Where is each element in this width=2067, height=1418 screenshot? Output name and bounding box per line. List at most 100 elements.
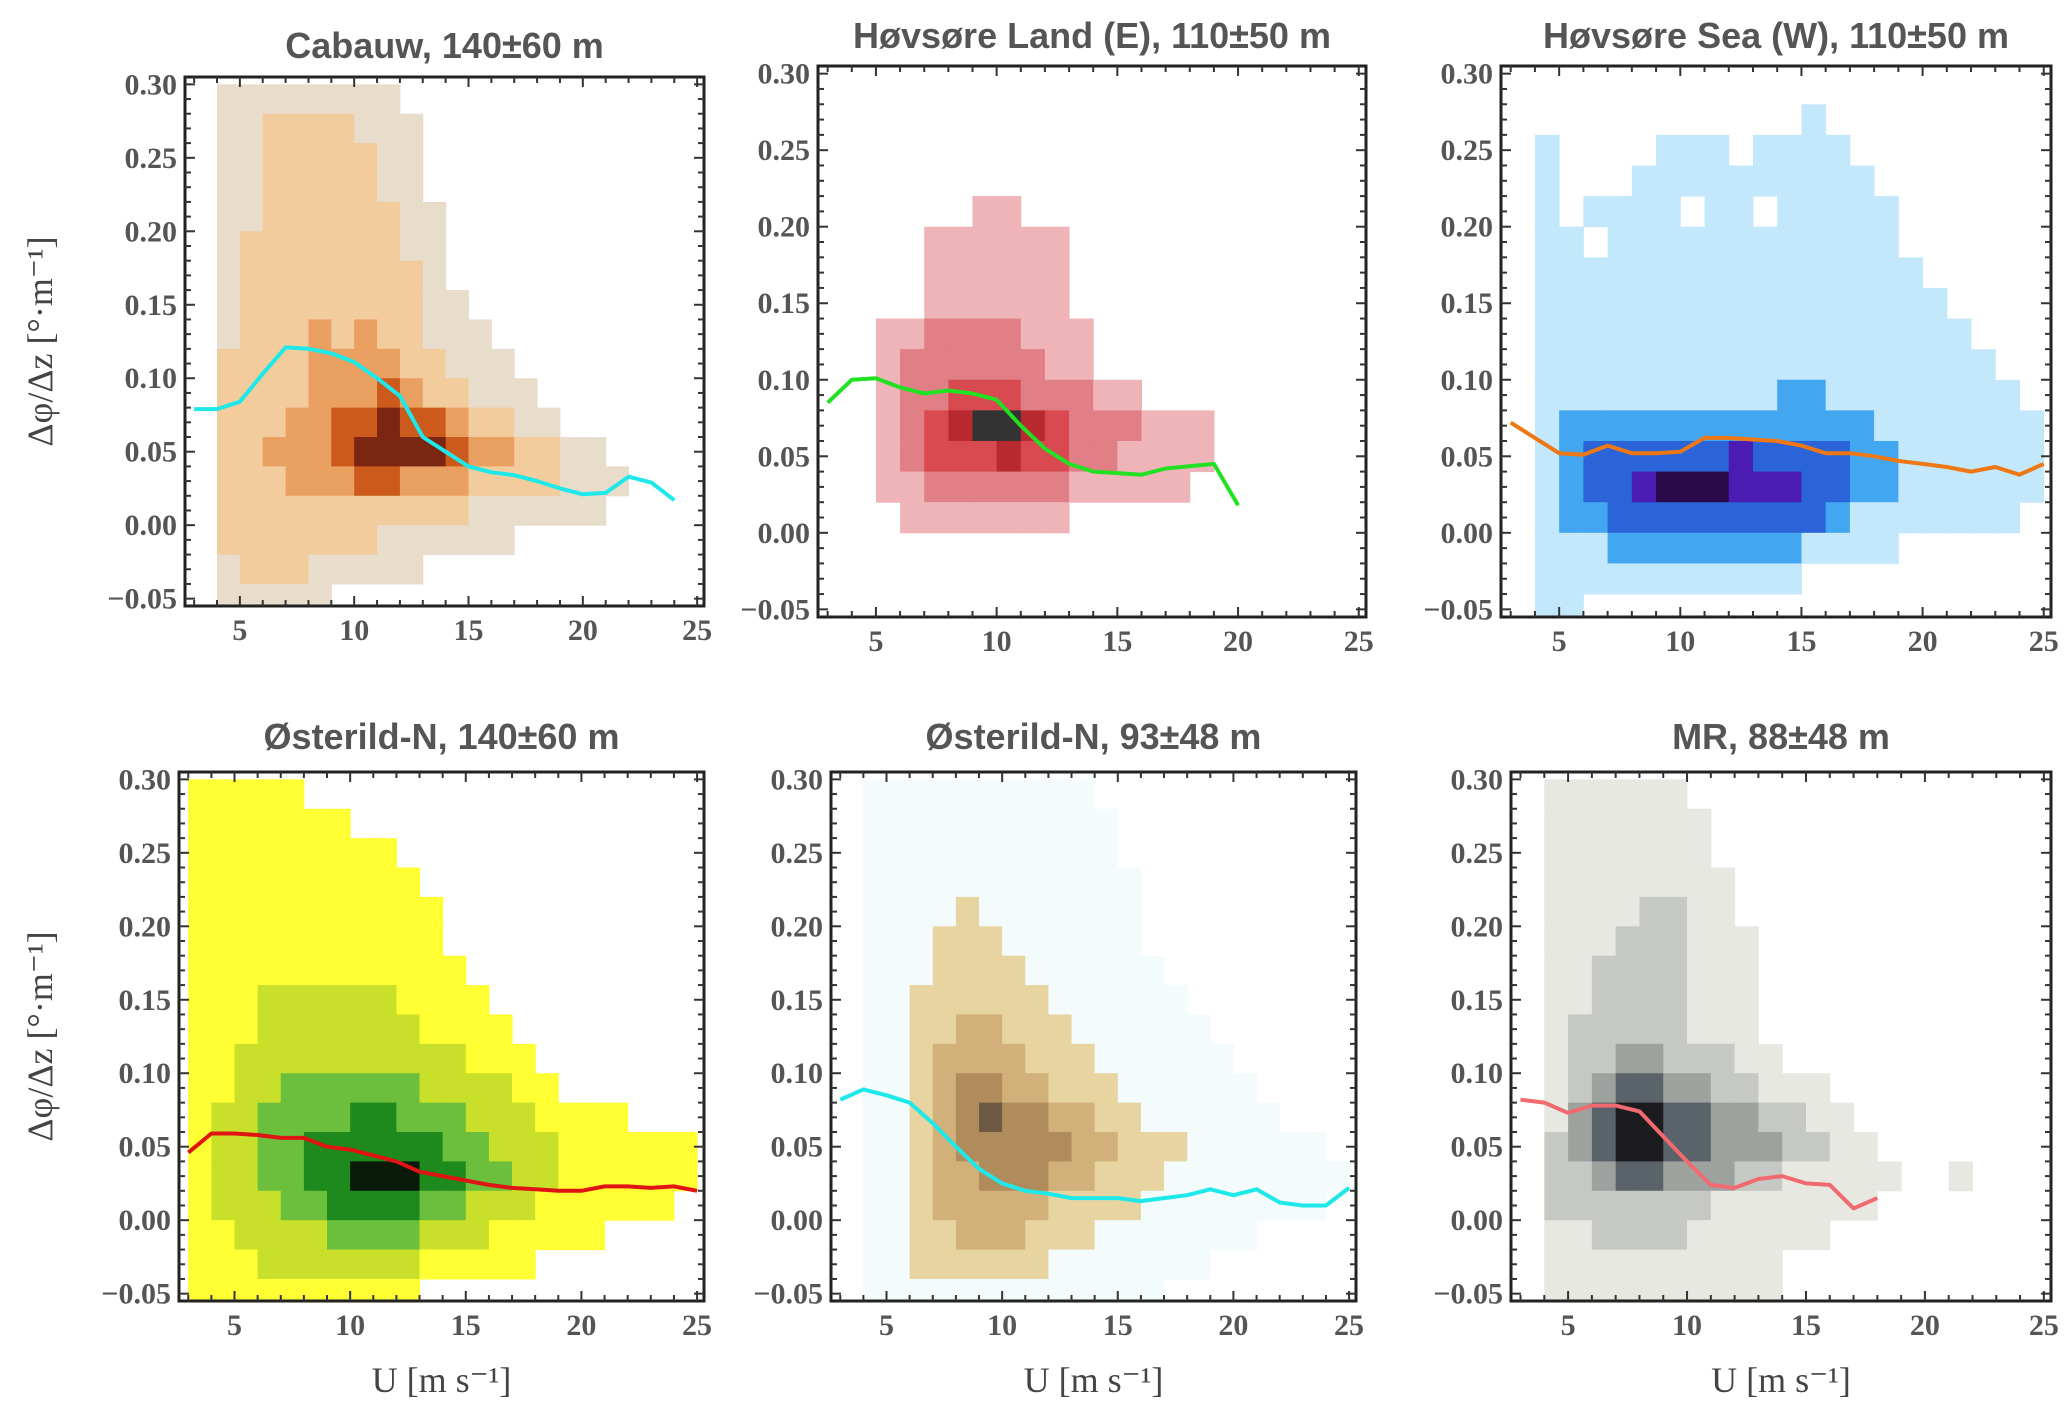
heatmap-cell bbox=[373, 1278, 397, 1301]
heatmap-cell bbox=[1922, 471, 1948, 503]
heatmap-cell bbox=[972, 226, 998, 258]
heatmap-cell bbox=[1117, 1161, 1142, 1192]
heatmap-cell bbox=[1946, 410, 1972, 442]
heatmap-cell bbox=[1591, 1102, 1617, 1133]
heatmap-cell bbox=[1140, 1278, 1165, 1301]
heatmap-cell bbox=[327, 1102, 351, 1133]
heatmap-cell bbox=[932, 1043, 957, 1074]
heatmap-cell bbox=[1002, 955, 1026, 986]
heatmap-cell bbox=[1002, 985, 1026, 1015]
heatmap-cell bbox=[239, 407, 264, 438]
heatmap-cell bbox=[442, 1102, 467, 1133]
heatmap-cell bbox=[350, 1043, 374, 1074]
heatmap-cell bbox=[1233, 1220, 1258, 1251]
heatmap-cell bbox=[1663, 1043, 1688, 1074]
heatmap-cell bbox=[979, 808, 1003, 839]
heatmap-cell bbox=[1971, 349, 1996, 381]
heatmap-cell bbox=[465, 1132, 490, 1162]
heatmap-cell bbox=[875, 349, 901, 381]
heatmap-cell bbox=[1704, 440, 1730, 473]
heatmap-cell bbox=[1710, 867, 1736, 898]
heatmap-cell bbox=[1559, 257, 1584, 289]
plot-frame bbox=[1499, 64, 2053, 619]
heatmap-cell bbox=[948, 502, 974, 534]
heatmap-cell bbox=[1734, 926, 1759, 957]
heatmap-cell bbox=[1187, 1132, 1211, 1162]
heatmap-cell bbox=[257, 1014, 282, 1045]
heatmap-cell bbox=[1805, 1132, 1831, 1162]
heatmap-cell bbox=[1752, 502, 1778, 534]
heatmap-cell bbox=[1710, 1278, 1736, 1301]
heatmap-cell bbox=[1140, 955, 1165, 986]
heatmap-cell bbox=[331, 525, 355, 556]
heatmap-cell bbox=[1656, 379, 1681, 411]
heatmap-cell bbox=[1656, 318, 1681, 350]
x-tick-label: 10 bbox=[987, 1309, 1017, 1342]
heatmap-cell bbox=[303, 1014, 328, 1045]
heatmap-cell bbox=[1071, 1014, 1096, 1045]
heatmap-cell bbox=[373, 1132, 397, 1162]
heatmap-cell bbox=[217, 554, 241, 585]
heatmap-cell bbox=[1025, 955, 1049, 986]
heatmap-cell bbox=[377, 378, 401, 409]
heatmap-cell bbox=[1591, 808, 1617, 839]
heatmap-cell bbox=[1140, 1249, 1165, 1280]
heatmap-cell bbox=[1825, 349, 1851, 381]
heatmap-cell bbox=[1607, 349, 1633, 381]
heatmap-cell bbox=[1758, 1249, 1783, 1280]
heatmap-cell bbox=[863, 867, 888, 898]
heatmap-cell bbox=[1559, 410, 1584, 442]
heatmap-cell bbox=[285, 290, 309, 320]
heatmap-cell bbox=[217, 84, 241, 115]
heatmap-cell bbox=[1656, 196, 1681, 228]
heatmap-cell bbox=[350, 955, 374, 986]
heatmap-cell bbox=[1071, 1278, 1096, 1301]
heatmap-cell bbox=[1048, 1249, 1073, 1280]
heatmap-cell bbox=[285, 495, 309, 526]
heatmap-cell bbox=[350, 1161, 374, 1192]
heatmap-cell bbox=[1922, 502, 1948, 534]
heatmap-cell bbox=[354, 348, 378, 379]
heatmap-cell bbox=[327, 838, 351, 869]
heatmap-cell bbox=[979, 1073, 1003, 1104]
heatmap-cell bbox=[350, 1102, 374, 1133]
heatmap-cell bbox=[535, 1161, 559, 1192]
heatmap-cell bbox=[1615, 1220, 1640, 1251]
heatmap-cell bbox=[979, 867, 1003, 898]
y-tick-label: 0.00 bbox=[771, 1204, 824, 1237]
heatmap-cell bbox=[445, 407, 470, 438]
heatmap-cell bbox=[377, 407, 401, 438]
heatmap-cell bbox=[1002, 808, 1026, 839]
heatmap-cell bbox=[350, 985, 374, 1015]
heatmap-cell bbox=[1615, 779, 1640, 810]
heatmap-cell bbox=[1615, 1132, 1640, 1162]
heatmap-cell bbox=[373, 955, 397, 986]
y-tick-label: 0.30 bbox=[1441, 58, 1494, 91]
heatmap-cell bbox=[442, 1190, 467, 1221]
heatmap-cell bbox=[932, 779, 957, 810]
heatmap-cell bbox=[1680, 410, 1706, 442]
heatmap-cell bbox=[442, 1220, 467, 1251]
heatmap-cell bbox=[327, 1073, 351, 1104]
heatmap-cell bbox=[948, 349, 974, 381]
heatmap-cell bbox=[396, 1043, 421, 1074]
heatmap-cell bbox=[303, 1220, 328, 1251]
heatmap-cell bbox=[373, 1161, 397, 1192]
heatmap-cell bbox=[1849, 502, 1875, 534]
heatmap-cell bbox=[491, 495, 515, 526]
heatmap-cell bbox=[1140, 1102, 1165, 1133]
heatmap-cell bbox=[422, 201, 447, 232]
heatmap-cell bbox=[354, 525, 378, 556]
heatmap-cell bbox=[262, 554, 287, 585]
heatmap-cell bbox=[1002, 1102, 1026, 1133]
heatmap-cell bbox=[399, 378, 424, 409]
heatmap-cell bbox=[468, 525, 492, 556]
heatmap-cell bbox=[239, 583, 264, 606]
heatmap-cell bbox=[1165, 410, 1191, 442]
heatmap-cell bbox=[422, 525, 447, 556]
heatmap-cell bbox=[1140, 1132, 1165, 1162]
heatmap-cell bbox=[1544, 808, 1569, 839]
heatmap-cell bbox=[1680, 563, 1706, 595]
heatmap-cell bbox=[262, 378, 287, 409]
heatmap-cell bbox=[1663, 1278, 1688, 1301]
